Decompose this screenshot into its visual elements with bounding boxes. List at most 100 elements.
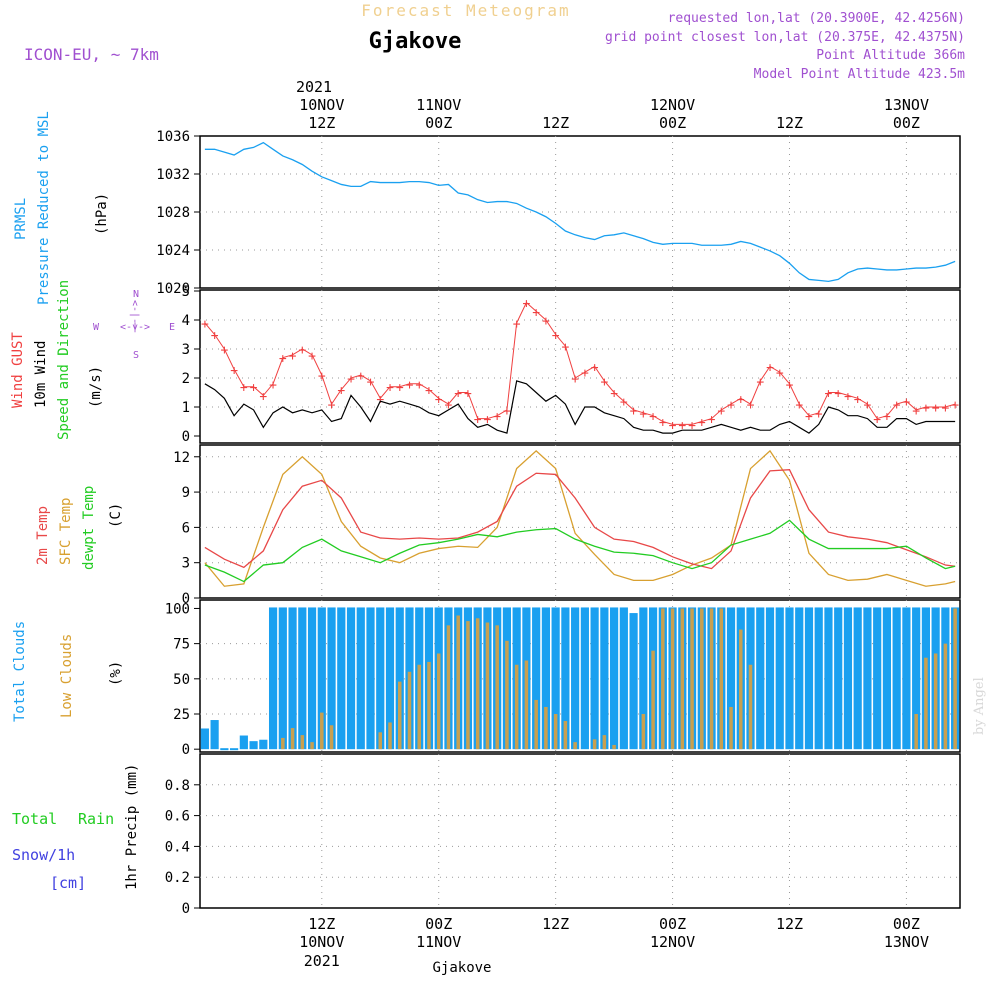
wind-line	[204, 380, 956, 434]
gust-marker: +	[815, 407, 823, 422]
gust-marker: +	[289, 349, 297, 364]
low-cloud-bar	[709, 608, 714, 750]
bottom-day-label: 10NOV	[299, 933, 344, 951]
gust-marker: +	[805, 410, 813, 425]
dewpoint-line	[204, 519, 956, 583]
low-cloud-bar	[300, 735, 305, 750]
total-cloud-bar	[619, 607, 628, 750]
pressure-tick-label: 1020	[156, 281, 190, 297]
compass-w: W	[93, 322, 100, 333]
gust-marker: +	[484, 413, 492, 428]
wind-gust-label: Wind GUST	[10, 332, 26, 408]
wind-tick-label: 4	[182, 313, 190, 329]
gust-marker: +	[406, 378, 414, 393]
gust-marker: +	[776, 366, 784, 381]
total-cloud-bar	[610, 607, 619, 750]
top-time-label: 00Z	[893, 114, 920, 132]
gust-marker: +	[893, 398, 901, 413]
footer-location: Gjakove	[432, 960, 491, 976]
gust-marker: +	[493, 410, 501, 425]
gust-marker: +	[415, 378, 423, 393]
gust-marker: +	[698, 416, 706, 431]
bottom-time-label: 00Z	[659, 915, 686, 933]
low-cloud-bar	[748, 664, 753, 750]
precip-tick-label: 0.6	[165, 809, 190, 825]
gust-marker: +	[727, 398, 735, 413]
top-day-label: 12NOV	[650, 96, 695, 114]
total-cloud-bar	[756, 607, 765, 750]
clouds-tick-label: 25	[173, 707, 190, 723]
total-cloud-bar	[814, 607, 823, 750]
low-cloud-bar	[953, 608, 957, 750]
rain-label: Rain	[78, 810, 114, 828]
low-cloud-bar	[290, 728, 295, 750]
precip-frame	[199, 753, 961, 909]
gust-marker: +	[220, 343, 228, 358]
low-cloud-bar	[719, 608, 724, 750]
low-cloud-bar	[563, 721, 568, 750]
low-cloud-bar	[729, 706, 733, 750]
pressure-tick-label: 1024	[156, 243, 190, 259]
gust-marker: +	[756, 375, 764, 390]
total-cloud-bar	[902, 607, 911, 750]
total-cloud-bar	[551, 607, 560, 750]
wind-tick-label: 0	[182, 429, 190, 445]
temp-tick-label: 3	[182, 556, 190, 572]
top-time-label: 12Z	[776, 114, 803, 132]
bottom-time-label: 12Z	[542, 915, 569, 933]
total-cloud-bar	[385, 607, 395, 750]
gust-marker: +	[454, 387, 462, 402]
gust-marker: +	[513, 317, 521, 332]
total-cloud-bar	[873, 607, 882, 750]
grid-lines	[200, 136, 960, 908]
wind-tick-label: 2	[182, 371, 190, 387]
gust-marker: +	[737, 392, 745, 407]
temp-tick-label: 9	[182, 485, 190, 501]
gust-marker: +	[669, 418, 677, 433]
temp-frame	[199, 444, 961, 599]
compass-e: E	[169, 322, 175, 333]
low-cloud-bar	[427, 661, 431, 750]
low-cloud-bar	[436, 653, 441, 750]
low-cloud-bar	[553, 714, 558, 750]
gust-marker: +	[240, 381, 248, 396]
pressure-line	[204, 141, 956, 283]
total-cloud-bar	[726, 607, 736, 750]
temp-sfc-label: SFC Temp	[58, 498, 74, 565]
gust-marker: +	[834, 387, 842, 402]
gust-marker: +	[639, 407, 647, 422]
gust-marker: +	[298, 343, 306, 358]
bottom-day-label: 13NOV	[884, 933, 929, 951]
total-cloud-bar	[210, 720, 219, 750]
gust-marker: +	[610, 387, 618, 402]
total-cloud-bar	[600, 607, 609, 750]
low-cloud-bar	[602, 735, 607, 750]
low-cloud-bar	[924, 657, 928, 750]
low-cloud-bar	[641, 714, 646, 750]
credit-watermark: by Angel	[972, 677, 987, 735]
temperature-series	[204, 449, 956, 587]
panel-frames	[199, 135, 961, 909]
total-cloud-bar	[775, 607, 784, 750]
gust-marker: +	[932, 401, 940, 416]
gust-marker: +	[464, 387, 472, 402]
bottom-time-label: 12Z	[776, 915, 803, 933]
low-cloud-bar	[407, 671, 412, 750]
gust-marker: +	[717, 404, 725, 419]
pressure-tick-label: 1032	[156, 167, 190, 183]
top-time-label: 00Z	[425, 114, 452, 132]
gust-marker: +	[308, 349, 316, 364]
low-cloud-bar	[417, 664, 421, 750]
total-cloud-bar	[785, 607, 794, 750]
low-cloud-bar	[485, 622, 490, 750]
clouds-unit: (%)	[108, 661, 124, 686]
gust-marker: +	[250, 381, 258, 396]
snow-label: Snow/1h	[12, 846, 75, 864]
gust-marker: +	[376, 392, 384, 407]
compass-vertical: <-|->	[129, 300, 140, 330]
total-cloud-bar	[288, 607, 297, 750]
total-cloud-bar	[843, 607, 853, 750]
pressure-msl-label: Pressure Reduced to MSL	[36, 111, 52, 305]
temp-tick-label: 6	[182, 520, 190, 536]
